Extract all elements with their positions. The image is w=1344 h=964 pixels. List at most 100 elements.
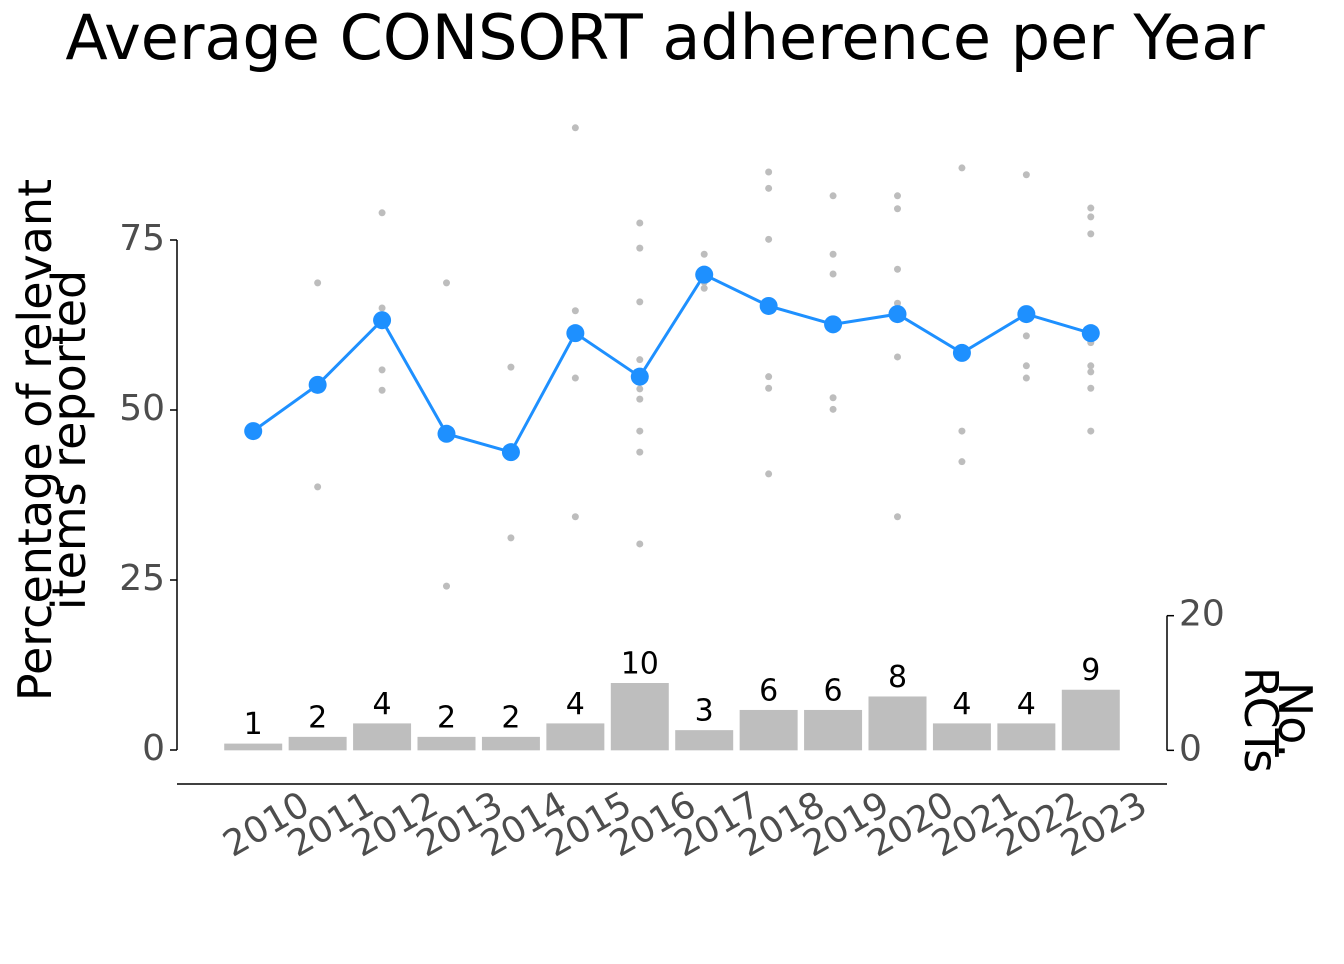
y-tick-label: 75	[119, 218, 165, 259]
bar-label: 4	[566, 687, 585, 722]
data-point	[1022, 362, 1030, 370]
bar	[675, 730, 734, 751]
average-point	[952, 343, 971, 362]
data-point	[378, 386, 386, 394]
bar	[610, 683, 669, 751]
y2-axis-title: No.RCTs	[1235, 667, 1323, 773]
data-point	[1087, 384, 1095, 392]
data-point	[571, 307, 579, 315]
data-point	[378, 366, 386, 374]
bar-label: 2	[308, 700, 327, 735]
average-line	[252, 272, 1092, 454]
average-point	[1017, 305, 1036, 324]
y-axis-title: Percentage of relevantitems reported	[8, 179, 96, 701]
y-tick-label: 0	[142, 728, 165, 769]
data-point	[378, 209, 386, 217]
bar-label: 6	[824, 673, 843, 708]
data-point	[1087, 230, 1095, 238]
data-point	[571, 124, 579, 132]
data-point	[636, 448, 644, 456]
data-point	[1022, 171, 1030, 179]
bar	[868, 696, 927, 751]
data-point	[958, 427, 966, 435]
data-point	[700, 250, 708, 258]
average-point	[1081, 324, 1100, 343]
data-point	[829, 405, 837, 413]
data-point	[507, 363, 515, 371]
bar-label: 6	[759, 673, 778, 708]
bar-label: 9	[1081, 653, 1100, 688]
data-point	[894, 265, 901, 273]
bar	[224, 743, 283, 751]
bar-label: 4	[1017, 687, 1036, 722]
data-point	[571, 374, 579, 382]
data-point	[894, 513, 901, 521]
bar	[481, 736, 540, 751]
data-point	[958, 164, 966, 172]
bar	[1061, 689, 1120, 751]
average-point	[501, 443, 520, 462]
bar	[417, 736, 476, 751]
data-point	[958, 458, 966, 466]
data-point	[636, 385, 644, 393]
data-point	[829, 270, 837, 278]
data-point	[894, 205, 901, 213]
data-point	[443, 582, 450, 590]
data-point	[829, 250, 837, 258]
y2-tick-label: 20	[1179, 594, 1225, 635]
bar	[288, 736, 347, 751]
bar	[804, 709, 863, 751]
bar	[739, 709, 798, 751]
bar	[353, 723, 412, 751]
data-point	[636, 395, 644, 403]
data-point	[636, 244, 644, 252]
data-point	[1087, 362, 1095, 370]
data-point	[765, 384, 773, 392]
data-point	[507, 534, 515, 542]
bar-label: 4	[952, 687, 971, 722]
data-point	[1087, 213, 1095, 221]
data-point	[636, 356, 644, 364]
data-point	[765, 184, 773, 192]
bar-label: 4	[373, 687, 392, 722]
average-point	[888, 305, 907, 324]
bar-label: 8	[888, 660, 907, 695]
y-tick-label: 25	[119, 558, 165, 599]
bar-label: 2	[437, 700, 456, 735]
bar-label: 2	[501, 700, 520, 735]
data-point	[1087, 427, 1095, 435]
data-point	[314, 279, 322, 287]
bar	[932, 723, 991, 751]
y2-tick-label: 0	[1179, 728, 1202, 769]
bar-label: 10	[621, 647, 659, 682]
average-point	[244, 422, 263, 441]
data-point	[894, 353, 901, 361]
data-point	[1087, 204, 1095, 212]
data-point	[894, 299, 901, 307]
data-point	[636, 298, 644, 306]
average-point	[695, 265, 714, 284]
data-point	[314, 483, 322, 491]
data-point	[765, 168, 773, 176]
chart-title: Average CONSORT adherence per Year	[65, 1, 1265, 74]
y-tick-label: 50	[119, 388, 165, 429]
average-point	[566, 324, 585, 343]
bar	[997, 723, 1056, 751]
data-point	[765, 235, 773, 243]
average-point	[630, 367, 649, 386]
data-point	[700, 284, 708, 292]
data-point	[571, 513, 579, 521]
bar-label: 3	[695, 694, 714, 729]
data-point	[1087, 368, 1095, 376]
data-point	[765, 470, 773, 478]
average-point	[437, 424, 456, 443]
data-point	[829, 394, 837, 402]
data-point	[1022, 374, 1030, 382]
data-point	[1022, 332, 1030, 340]
data-point	[829, 192, 837, 200]
average-point	[373, 311, 392, 330]
data-point	[636, 219, 644, 227]
data-point	[894, 192, 901, 200]
